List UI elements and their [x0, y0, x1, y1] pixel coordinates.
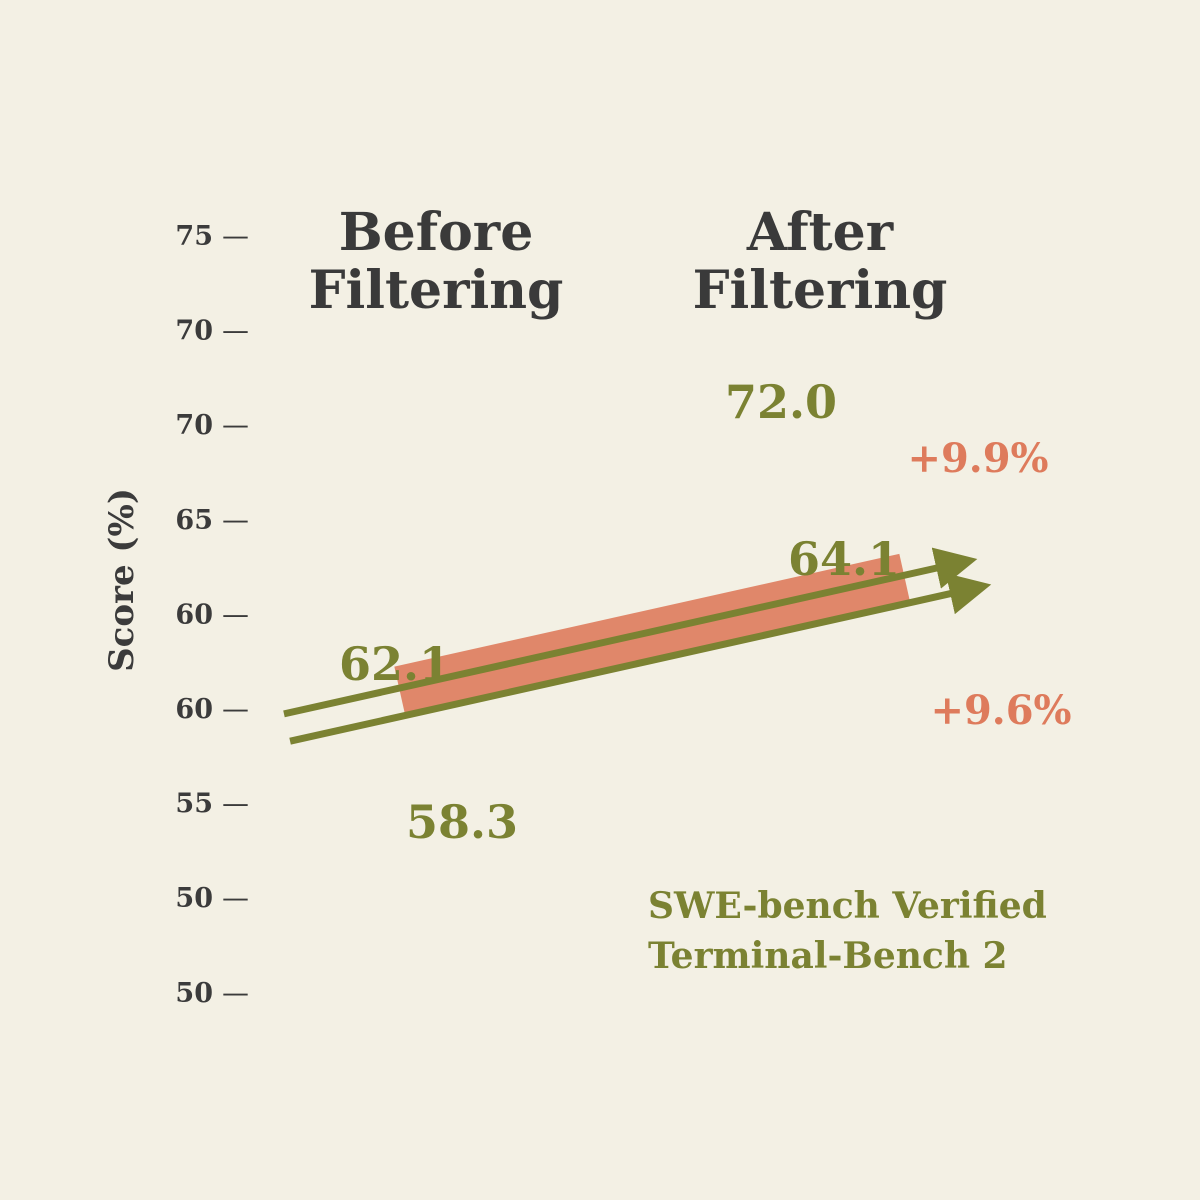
y-tick-mark: —: [222, 410, 249, 441]
data-label: 64.1: [788, 532, 900, 586]
y-tick-label: 55: [175, 789, 213, 820]
category-label: After: [746, 202, 894, 263]
y-tick-mark: —: [222, 221, 249, 252]
y-tick-mark: —: [222, 883, 249, 914]
change-label: +9.6%: [930, 687, 1071, 734]
category-label: Filtering: [309, 260, 564, 321]
legend: SWE-bench Verified Terminal-Bench 2: [648, 885, 1047, 977]
y-tick-label: 70: [175, 410, 213, 441]
y-tick-mark: —: [222, 694, 249, 725]
highlight-band: [394, 553, 911, 718]
legend-entry-terminal-bench: Terminal-Bench 2: [648, 935, 1008, 977]
y-tick-label: 75: [175, 221, 213, 252]
category-label: Filtering: [693, 260, 948, 321]
y-tick-label: 50: [175, 978, 213, 1009]
y-tick-label: 65: [175, 505, 213, 536]
y-tick-label: 70: [175, 316, 213, 347]
y-tick-label: 60: [175, 694, 213, 725]
y-tick-label: 50: [175, 883, 213, 914]
data-label: 72.0: [725, 375, 837, 429]
y-tick-label: 60: [175, 599, 213, 630]
y-axis-label: Score (%): [102, 488, 142, 672]
y-tick-mark: —: [222, 316, 249, 347]
data-labels: 62.1 72.0 58.3 64.1 +9.9% +9.6%: [339, 375, 1072, 849]
y-tick-mark: —: [222, 599, 249, 630]
y-axis: 75 — 70 — 70 — 65 — 60 — 60 — 55 — 50 — 50 —: [175, 221, 249, 1009]
series-layer: [283, 547, 992, 745]
series-line-swe-bench: [283, 547, 978, 718]
y-tick-mark: —: [222, 505, 249, 536]
legend-entry-swe-bench: SWE-bench Verified: [648, 885, 1047, 927]
y-tick-mark: —: [222, 978, 249, 1009]
category-label: Before: [339, 202, 534, 263]
series-line-terminal-bench: [289, 573, 992, 745]
y-tick-mark: —: [222, 789, 249, 820]
data-label: 58.3: [406, 795, 518, 849]
data-label: 62.1: [339, 637, 451, 691]
change-label: +9.9%: [907, 435, 1048, 482]
